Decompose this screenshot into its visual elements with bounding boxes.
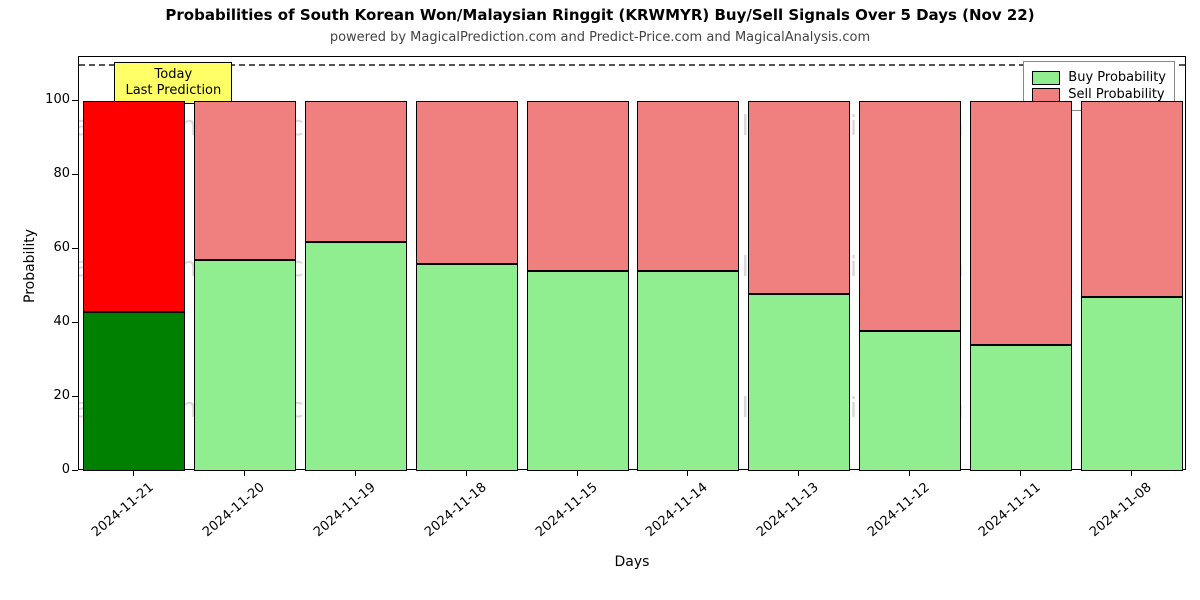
- x-tick-label: 2024-11-13: [743, 480, 822, 549]
- x-tick: [1020, 470, 1021, 476]
- y-tick-label: 60: [30, 240, 70, 255]
- bar-buy: [527, 271, 629, 471]
- bar-sell: [83, 101, 185, 312]
- y-tick: [72, 470, 78, 471]
- legend-label-sell: Sell Probability: [1068, 87, 1164, 102]
- x-tick-label: 2024-11-21: [78, 480, 157, 549]
- x-tick-label: 2024-11-19: [300, 480, 379, 549]
- x-tick-label: 2024-11-20: [189, 480, 268, 549]
- reference-line: [79, 64, 1185, 66]
- bar-buy: [859, 331, 961, 471]
- annotation-line-1: Today: [125, 67, 221, 83]
- y-tick-label: 0: [30, 462, 70, 477]
- legend-label-buy: Buy Probability: [1068, 70, 1166, 85]
- x-tick: [466, 470, 467, 476]
- legend-swatch-sell: [1032, 88, 1060, 102]
- x-tick: [244, 470, 245, 476]
- bar-sell: [1081, 101, 1183, 297]
- x-tick-label: 2024-11-08: [1076, 480, 1155, 549]
- bar-sell: [416, 101, 518, 264]
- bar-sell: [859, 101, 961, 330]
- y-tick-label: 100: [30, 92, 70, 107]
- annotation-line-2: Last Prediction: [125, 83, 221, 99]
- x-tick-label: 2024-11-12: [854, 480, 933, 549]
- bar-buy: [83, 312, 185, 471]
- x-tick: [798, 470, 799, 476]
- bar-sell: [194, 101, 296, 260]
- y-tick: [72, 174, 78, 175]
- bar-buy: [637, 271, 739, 471]
- bar-sell: [527, 101, 629, 271]
- x-tick: [909, 470, 910, 476]
- chart-title: Probabilities of South Korean Won/Malays…: [0, 6, 1200, 24]
- x-tick-label: 2024-11-11: [965, 480, 1044, 549]
- y-tick: [72, 248, 78, 249]
- legend-item-sell: Sell Probability: [1032, 87, 1166, 102]
- x-tick-label: 2024-11-18: [411, 480, 490, 549]
- legend-swatch-buy: [1032, 71, 1060, 85]
- plot-area: MagicalAnalysis.comMagicalPrediction.com…: [78, 56, 1186, 470]
- legend-item-buy: Buy Probability: [1032, 70, 1166, 85]
- bar-buy: [1081, 297, 1183, 471]
- y-tick-label: 20: [30, 388, 70, 403]
- figure: Probabilities of South Korean Won/Malays…: [0, 0, 1200, 600]
- x-tick-label: 2024-11-15: [522, 480, 601, 549]
- y-tick: [72, 396, 78, 397]
- chart-subtitle: powered by MagicalPrediction.com and Pre…: [0, 30, 1200, 45]
- x-tick: [133, 470, 134, 476]
- y-tick: [72, 322, 78, 323]
- bar-buy: [416, 264, 518, 471]
- x-axis-label: Days: [78, 554, 1186, 570]
- bar-buy: [305, 242, 407, 471]
- x-tick: [1131, 470, 1132, 476]
- x-tick: [577, 470, 578, 476]
- bar-sell: [748, 101, 850, 293]
- bar-sell: [305, 101, 407, 241]
- x-tick: [687, 470, 688, 476]
- y-tick-label: 80: [30, 166, 70, 181]
- bar-sell: [637, 101, 739, 271]
- bar-buy: [748, 294, 850, 471]
- bar-sell: [970, 101, 1072, 345]
- x-tick-label: 2024-11-14: [632, 480, 711, 549]
- today-annotation: Today Last Prediction: [114, 62, 232, 105]
- y-tick-label: 40: [30, 314, 70, 329]
- bar-buy: [194, 260, 296, 471]
- y-tick: [72, 100, 78, 101]
- bar-buy: [970, 345, 1072, 471]
- x-tick: [355, 470, 356, 476]
